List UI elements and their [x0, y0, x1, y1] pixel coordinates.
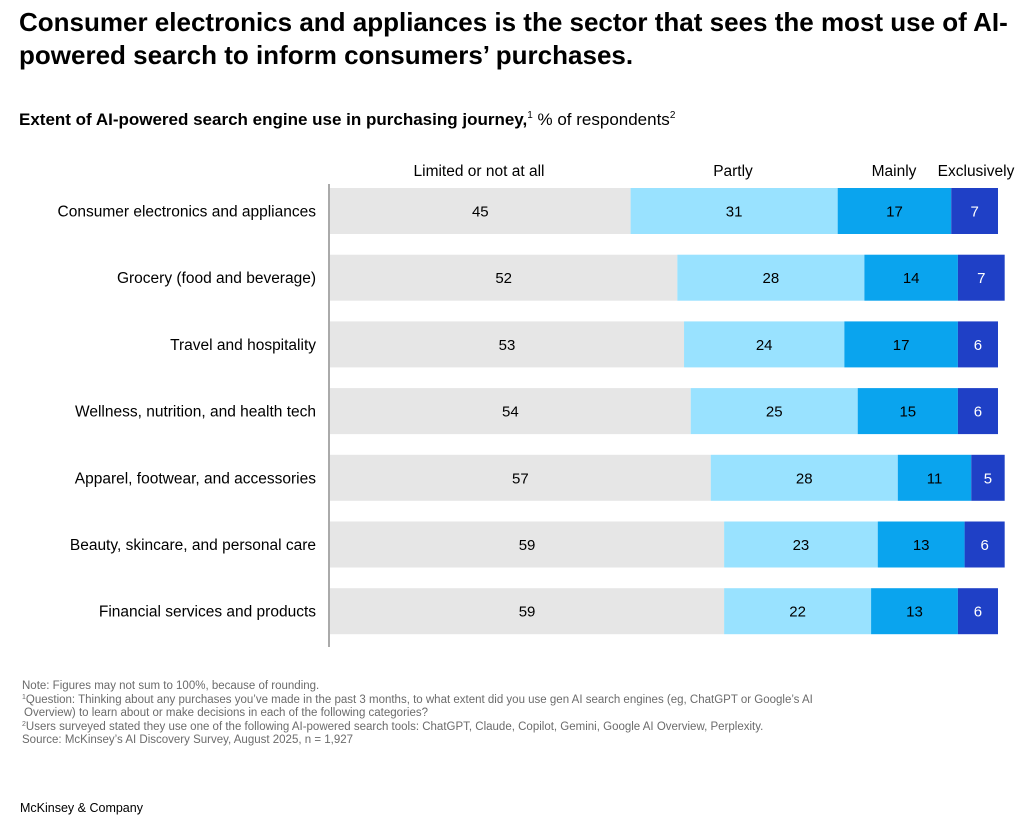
- brand-logo-text: McKinsey & Company: [20, 801, 143, 815]
- bar-value-label: 28: [796, 470, 813, 487]
- bar-value-label: 28: [763, 270, 780, 287]
- bar-segment: [951, 188, 998, 234]
- bar-segment: [897, 454, 972, 501]
- bar-segment: [690, 388, 858, 435]
- footnote-1-mark: 1: [22, 693, 26, 701]
- bar-segment: [724, 588, 872, 635]
- bar-value-label: 24: [756, 337, 773, 354]
- legend-label: Partly: [713, 163, 753, 180]
- category-label: Financial services and products: [99, 604, 316, 621]
- bar-value-label: 17: [886, 204, 903, 221]
- bar-segment: [957, 588, 998, 635]
- note-rounding: Note: Figures may not sum to 100%, becau…: [22, 680, 320, 692]
- bar-segment: [684, 321, 845, 368]
- subtitle-footnote-2: 2: [669, 110, 676, 121]
- bar-value-label: 57: [512, 470, 529, 487]
- category-label: Consumer electronics and appliances: [58, 204, 317, 221]
- bar-value-label: 7: [977, 270, 985, 287]
- bar-segment: [330, 521, 725, 568]
- bar-value-label: 6: [974, 604, 982, 621]
- bar-value-label: 6: [974, 337, 982, 354]
- bar-value-label: 53: [499, 337, 516, 354]
- bar-segment: [864, 254, 958, 301]
- bar-segment: [844, 321, 958, 368]
- bar-value-label: 6: [974, 404, 982, 421]
- bar-segment: [871, 588, 958, 635]
- bar-value-label: 13: [913, 537, 930, 554]
- category-label: Beauty, skincare, and personal care: [70, 537, 316, 554]
- bar-value-label: 59: [519, 604, 536, 621]
- bar-value-label: 59: [519, 537, 536, 554]
- category-label: Apparel, footwear, and accessories: [75, 470, 316, 487]
- bar-segment: [330, 321, 685, 368]
- bar-segment: [330, 388, 691, 435]
- subtitle-footnote-1: 1: [527, 110, 533, 121]
- subtitle-unit: % of respondents: [532, 110, 670, 129]
- bar-segment: [330, 588, 725, 635]
- bar-value-label: 54: [502, 404, 519, 421]
- category-label: Wellness, nutrition, and health tech: [75, 404, 316, 421]
- footnote-1: 1Question: Thinking about any purchases …: [22, 694, 1012, 708]
- bar-segment: [957, 321, 998, 368]
- bar-segment: [971, 454, 1005, 501]
- category-label: Travel and hospitality: [170, 337, 316, 354]
- bar-segment: [957, 254, 1005, 301]
- bar-value-label: 17: [893, 337, 910, 354]
- footnote-1-continued: Overview) to learn about or make decisio…: [24, 707, 428, 719]
- bar-value-label: 7: [970, 204, 978, 221]
- bar-segment: [710, 454, 898, 501]
- bar-value-label: 25: [766, 404, 783, 421]
- legend-label: Exclusively: [938, 163, 1015, 180]
- bar-segment: [877, 521, 965, 568]
- bar-segment: [837, 188, 952, 234]
- bar-value-label: 15: [899, 404, 916, 421]
- chart-title: Consumer electronics and appliances is t…: [19, 7, 1008, 70]
- bar-value-label: 23: [793, 537, 810, 554]
- bar-value-label: 14: [903, 270, 920, 287]
- legend-label: Mainly: [872, 163, 917, 180]
- footnote-1-text: Question: Thinking about any purchases y…: [25, 693, 813, 706]
- chart-notes: Note: Figures may not sum to 100%, becau…: [22, 680, 1012, 748]
- bar-value-label: 31: [726, 204, 743, 221]
- bar-value-label: 52: [495, 270, 512, 287]
- subtitle-bold: Extent of AI-powered search engine use i…: [19, 110, 528, 129]
- bar-segment: [857, 388, 958, 435]
- source-note: Source: McKinsey’s AI Discovery Survey, …: [22, 734, 354, 746]
- bar-segment: [724, 521, 878, 568]
- category-label: Grocery (food and beverage): [117, 270, 316, 287]
- stacked-bar-chart: 45 31 17 7 Consumer electronics and applianc…: [58, 163, 1015, 647]
- footnote-2: 2Users surveyed stated they use one of t…: [22, 721, 1012, 735]
- bar-value-label: 5: [984, 470, 992, 487]
- footnote-2-mark: 2: [22, 720, 26, 728]
- bar-value-label: 45: [472, 204, 489, 221]
- bar-segment: [957, 388, 998, 435]
- bar-value-label: 6: [980, 537, 988, 554]
- bar-segment: [330, 454, 711, 501]
- bar-value-label: 22: [789, 604, 806, 621]
- bar-value-label: 11: [927, 470, 943, 487]
- bar-segment: [964, 521, 1005, 568]
- bar-segment: [677, 254, 865, 301]
- chart-subtitle: Extent of AI-powered search engine use i…: [19, 108, 675, 132]
- legend-label: Limited or not at all: [414, 163, 545, 180]
- bar-segment: [330, 188, 631, 234]
- bar-segment: [630, 188, 838, 234]
- footnote-2-text: Users surveyed stated they use one of th…: [25, 720, 764, 733]
- bar-segment: [330, 254, 678, 301]
- bar-value-label: 13: [906, 604, 923, 621]
